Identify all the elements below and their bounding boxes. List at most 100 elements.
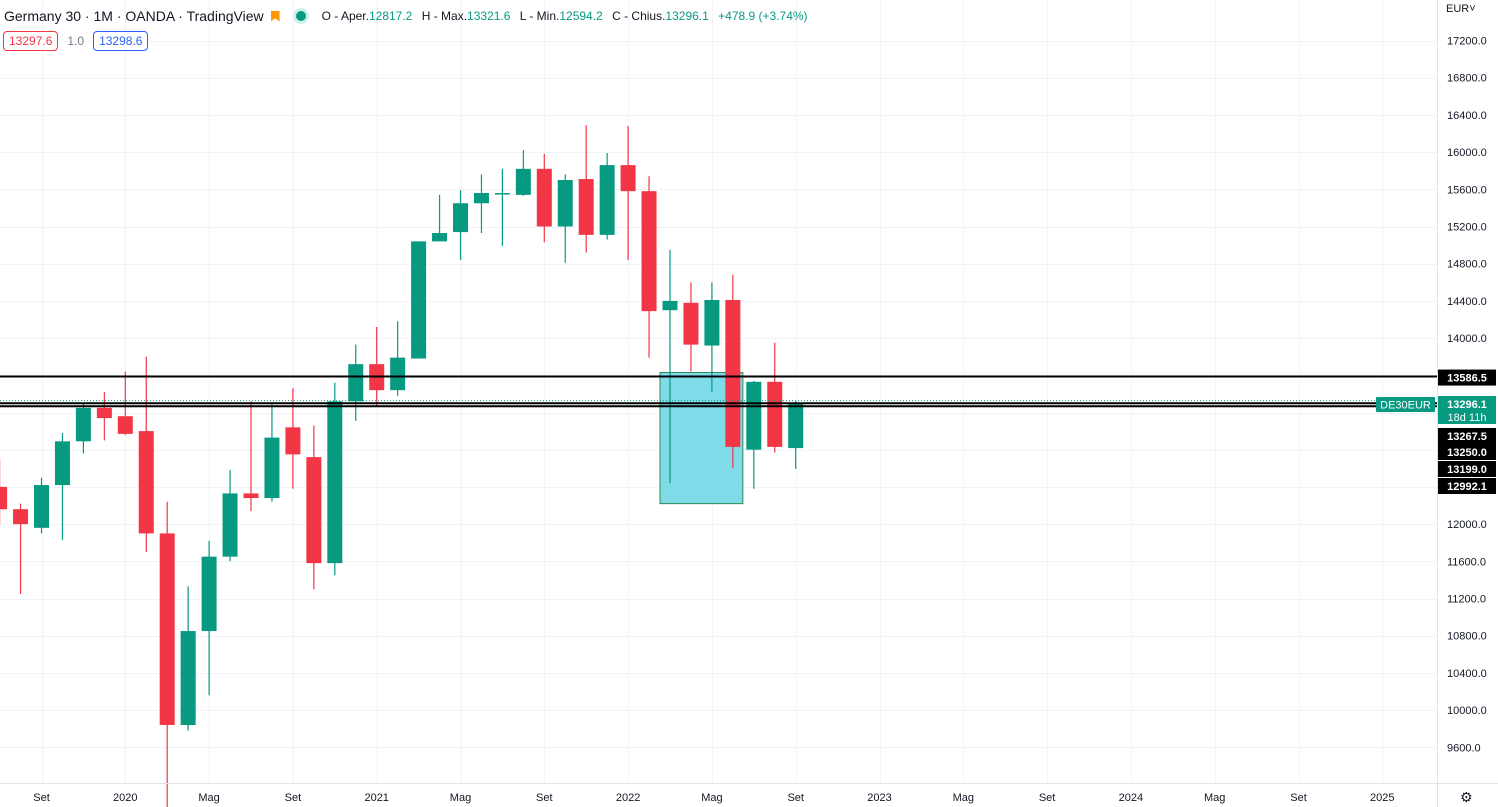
low-label: L - Min. xyxy=(519,9,560,23)
candle-body[interactable] xyxy=(243,493,259,499)
y-tick-label: 15600.0 xyxy=(1447,184,1487,196)
candle-body[interactable] xyxy=(746,381,762,450)
candle-body[interactable] xyxy=(599,165,615,235)
symbol-badge-bg xyxy=(1376,397,1435,412)
candle-body[interactable] xyxy=(453,203,468,233)
candle-body[interactable] xyxy=(432,233,448,242)
y-tick-label: 12000.0 xyxy=(1447,519,1487,531)
candle-body[interactable] xyxy=(662,300,678,311)
spread-value: 1.0 xyxy=(67,34,85,48)
y-tick-label: 14800.0 xyxy=(1447,259,1487,271)
x-tick-label: Set xyxy=(285,792,302,804)
symbol-title[interactable]: Germany 30 · 1M · OANDA · TradingView xyxy=(4,8,264,24)
candle-body[interactable] xyxy=(348,364,364,402)
x-tick-label: Mag xyxy=(198,792,219,804)
current-price-label: 13296.1 xyxy=(1447,399,1487,411)
level-label-bg xyxy=(1438,428,1496,444)
currency-selector[interactable]: EUR˅ xyxy=(1446,3,1476,15)
flag-icon[interactable] xyxy=(270,10,280,22)
candle-body[interactable] xyxy=(159,533,175,725)
candle-body[interactable] xyxy=(788,403,804,449)
x-tick-label: Set xyxy=(787,792,804,804)
candle-body[interactable] xyxy=(0,486,8,510)
x-tick-label: 2021 xyxy=(364,792,388,804)
candle-body[interactable] xyxy=(54,441,70,486)
chevron-down-icon: ˅ xyxy=(1469,3,1476,15)
y-tick-label: 15200.0 xyxy=(1447,222,1487,234)
candle-body[interactable] xyxy=(411,241,427,359)
candle-body[interactable] xyxy=(725,299,741,447)
y-tick-label: 11600.0 xyxy=(1447,556,1486,568)
price-label: 13199.0 xyxy=(1447,464,1487,476)
candle-body[interactable] xyxy=(117,416,133,434)
candle-body[interactable] xyxy=(96,407,112,419)
candle-body[interactable] xyxy=(75,407,91,442)
candle-body[interactable] xyxy=(222,493,238,557)
price-label: 12992.1 xyxy=(1447,481,1487,493)
candle-body[interactable] xyxy=(557,180,573,227)
x-tick-label: Mag xyxy=(450,792,471,804)
countdown-label: 18d 11h xyxy=(1448,412,1487,424)
candle-body[interactable] xyxy=(390,357,406,391)
y-tick-label: 16800.0 xyxy=(1447,73,1487,85)
high-value: 13321.6 xyxy=(467,9,511,23)
y-tick-label: 11200.0 xyxy=(1447,594,1486,606)
y-tick-label: 16000.0 xyxy=(1447,147,1487,159)
candle-body[interactable] xyxy=(767,381,783,447)
open-value: 12817.2 xyxy=(368,9,413,23)
x-tick-label: Set xyxy=(1290,792,1307,804)
gear-icon[interactable]: ⚙ xyxy=(1460,789,1473,805)
candle-body[interactable] xyxy=(494,193,510,195)
x-tick-label: 2022 xyxy=(616,792,640,804)
price-label: 13250.0 xyxy=(1447,447,1487,459)
current-price-tag-bg xyxy=(1438,396,1496,424)
x-tick-label: 2023 xyxy=(867,792,891,804)
bid-ask-row: 13297.6 1.0 13298.6 xyxy=(3,31,149,51)
y-tick-label: 10400.0 xyxy=(1447,668,1487,680)
x-tick-label: Mag xyxy=(953,792,974,804)
x-tick-label: Set xyxy=(536,792,553,804)
candle-body[interactable] xyxy=(578,179,594,235)
close-value: 13296.1 xyxy=(665,9,709,23)
candle-body[interactable] xyxy=(180,631,196,725)
y-tick-label: 9600.0 xyxy=(1447,742,1481,754)
price-label-bg xyxy=(1438,444,1496,460)
candle-body[interactable] xyxy=(201,556,217,632)
open-label: O - Aper. xyxy=(321,9,369,23)
candle-body[interactable] xyxy=(34,485,49,528)
candle-body[interactable] xyxy=(306,457,322,564)
candle-body[interactable] xyxy=(473,193,489,204)
y-tick-label: 10000.0 xyxy=(1447,705,1487,717)
candle-body[interactable] xyxy=(683,302,699,345)
close-label: C - Chius. xyxy=(612,9,666,23)
high-label: H - Max. xyxy=(421,9,468,23)
change-value: +478.9 (+3.74%) xyxy=(718,9,808,23)
candle-body[interactable] xyxy=(138,431,154,534)
candle-body[interactable] xyxy=(264,437,280,499)
market-status-icon[interactable] xyxy=(295,11,306,21)
currency-label: EUR xyxy=(1446,3,1470,15)
symbol-badge: DE30EUR xyxy=(1380,400,1431,412)
y-tick-label: 17200.0 xyxy=(1447,36,1487,48)
y-tick-label: 14400.0 xyxy=(1447,296,1487,308)
candle-body[interactable] xyxy=(536,168,552,227)
ask-button[interactable]: 13298.6 xyxy=(93,31,149,51)
y-tick-label: 16400.0 xyxy=(1447,110,1487,122)
x-tick-label: Mag xyxy=(1204,792,1225,804)
y-tick-label: 10800.0 xyxy=(1447,631,1487,643)
candle-body[interactable] xyxy=(704,299,720,346)
candle-body[interactable] xyxy=(13,509,29,525)
x-tick-label: 2025 xyxy=(1370,792,1394,804)
level-label: 13267.5 xyxy=(1447,431,1487,443)
x-tick-label: 2020 xyxy=(113,792,137,804)
bid-button[interactable]: 13297.6 xyxy=(3,31,59,51)
candle-body[interactable] xyxy=(285,427,301,455)
candle-body[interactable] xyxy=(327,401,343,564)
low-value: 12594.2 xyxy=(559,9,603,23)
price-label-bg xyxy=(1438,478,1496,494)
candle-body[interactable] xyxy=(515,168,531,195)
x-tick-label: 2024 xyxy=(1119,792,1143,804)
candle-body[interactable] xyxy=(620,165,636,192)
candle-body[interactable] xyxy=(641,191,657,312)
